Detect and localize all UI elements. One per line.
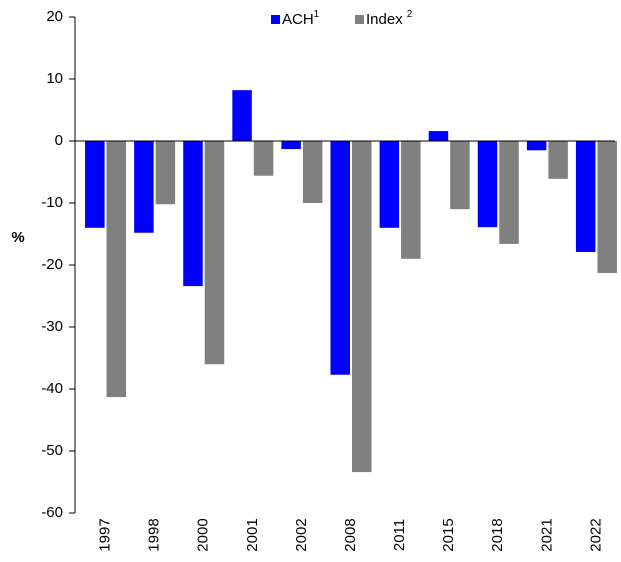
y-axis-label: % (11, 229, 24, 246)
bar (526, 141, 547, 151)
bar (597, 141, 617, 274)
bar (401, 141, 421, 259)
bar (575, 141, 596, 252)
y-tick-label: -60 (41, 504, 63, 521)
bar (134, 141, 154, 233)
bar (281, 141, 301, 150)
y-tick-label: -20 (41, 256, 63, 273)
legend-note: 2 (407, 9, 413, 20)
x-tick-label: 1998 (146, 518, 163, 551)
y-tick-label: -30 (41, 318, 63, 335)
bar (330, 141, 350, 375)
legend-label: ACH1 (282, 9, 320, 28)
bar (352, 141, 372, 473)
bar (548, 141, 568, 179)
x-tick-label: 2008 (342, 518, 359, 551)
bar (204, 141, 225, 365)
bar (379, 141, 400, 228)
bar (499, 141, 519, 244)
y-tick-label: 0 (55, 132, 63, 149)
x-tick-label: 2000 (195, 518, 212, 551)
bar (106, 141, 127, 398)
x-tick-label: 2015 (440, 518, 457, 551)
bar (155, 141, 176, 205)
x-tick-label: 2022 (587, 518, 604, 551)
bar (450, 141, 470, 210)
legend-swatch (271, 15, 280, 24)
bar (428, 131, 449, 141)
legend-name: ACH (282, 11, 314, 28)
bar (477, 141, 498, 228)
y-tick-label: -10 (41, 194, 63, 211)
bar (253, 141, 274, 176)
y-tick-label: -40 (41, 380, 63, 397)
bar (232, 90, 252, 141)
y-tick-label: 10 (46, 70, 63, 87)
x-tick-label: 2011 (391, 519, 408, 551)
legend-name: Index (366, 11, 403, 28)
legend-swatch (355, 15, 364, 24)
y-tick-label: -50 (41, 442, 63, 459)
bar (183, 141, 203, 287)
y-tick-label: 20 (46, 8, 63, 25)
x-tick-label: 2018 (489, 518, 506, 551)
legend-note: 1 (314, 9, 320, 20)
bar (85, 141, 105, 228)
legend-label: Index 2 (366, 9, 413, 28)
x-tick-label: 1997 (97, 518, 114, 551)
bar (302, 141, 323, 203)
x-tick-label: 2021 (538, 518, 555, 551)
x-tick-label: 2001 (244, 518, 261, 551)
x-tick-label: 2002 (293, 518, 310, 551)
